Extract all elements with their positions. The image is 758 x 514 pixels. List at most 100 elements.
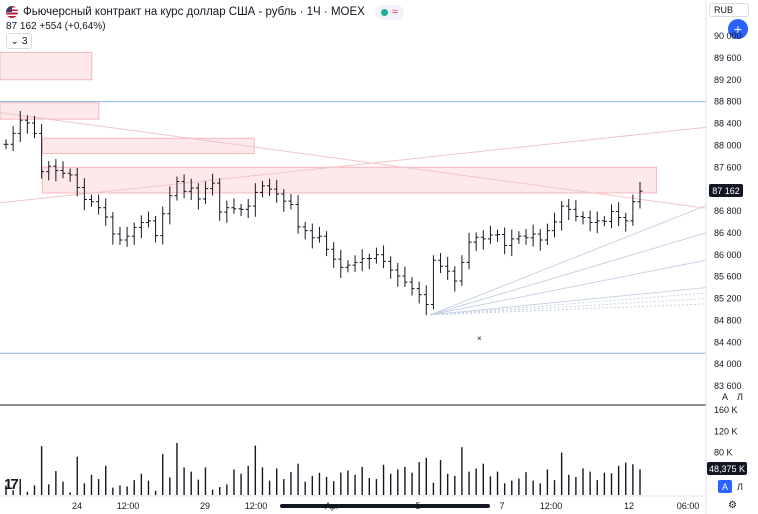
ohlc-bar: [145, 211, 151, 228]
ohlc-bar: [338, 249, 344, 278]
auto-scale-button[interactable]: A: [721, 391, 728, 402]
ohlc-bar: [39, 124, 45, 179]
price-tick-label: 86 400: [714, 228, 742, 238]
ohlc-bar: [195, 183, 201, 210]
ohlc-bar: [288, 194, 294, 210]
ohlc-bar: [252, 183, 258, 217]
ohlc-bar: [566, 198, 572, 221]
ohlc-bar: [295, 195, 301, 234]
fan-line-2: [429, 232, 707, 316]
ohlc-bar: [409, 277, 415, 296]
ohlc-bar: [623, 212, 629, 232]
ohlc-bar: [373, 247, 379, 264]
price-tick-label: 89 600: [714, 53, 742, 63]
ohlc-bar: [366, 253, 372, 270]
ohlc-bar: [302, 221, 308, 240]
tradingview-logo[interactable]: 17: [4, 476, 19, 493]
ohlc-bar: [160, 206, 166, 245]
ohlc-bar: [53, 159, 59, 182]
ohlc-bar: [466, 232, 472, 270]
price-tick-label: 86 800: [714, 206, 742, 216]
ohlc-bar: [46, 161, 52, 181]
ohlc-bar: [438, 253, 444, 274]
ohlc-bar: [573, 200, 579, 222]
ohlc-bar: [281, 189, 287, 212]
ohlc-bar: [24, 115, 30, 134]
time-tick-label: 29: [200, 501, 210, 511]
last-price-tag: 87 162: [709, 184, 743, 197]
market-status-icon: [380, 8, 388, 16]
volume-auto-scale-button[interactable]: A: [718, 480, 732, 493]
ohlc-bar: [60, 161, 66, 179]
add-plus-icon[interactable]: +: [728, 19, 748, 39]
currency-select[interactable]: RUB: [709, 3, 749, 17]
volume-log-scale-button[interactable]: Л: [737, 481, 743, 492]
ohlc-bar: [452, 266, 458, 292]
svg-text:×: ×: [477, 334, 482, 343]
fan-line-4: [429, 287, 707, 316]
ohlc-bar: [445, 256, 451, 280]
ohlc-bar: [495, 229, 501, 242]
fan-line-7: [429, 303, 707, 316]
time-tick-label: 7: [499, 501, 504, 511]
collapse-indicators-button[interactable]: ⌄ 3: [6, 33, 32, 49]
ohlc-bar: [217, 178, 223, 221]
volume-last-tag: 48,375 K: [707, 462, 747, 475]
ohlc-bar: [609, 204, 615, 229]
ohlc-bar: [559, 201, 565, 231]
ohlc-bar: [509, 229, 515, 257]
price-tick-label: 85 200: [714, 294, 742, 304]
price-tick-label: 88 400: [714, 119, 742, 129]
ohlc-bar: [324, 231, 330, 257]
ohlc-bar: [74, 167, 80, 197]
ohlc-bar: [331, 242, 337, 268]
ohlc-bar: [67, 168, 73, 182]
ohlc-bar: [110, 212, 116, 245]
ohlc-bar: [316, 226, 322, 243]
ohlc-bar: [31, 115, 37, 139]
ohlc-bar: [352, 255, 358, 272]
supply-zone-1: [0, 51, 93, 81]
ohlc-bar: [96, 194, 102, 215]
time-scrollbar[interactable]: [280, 504, 490, 508]
ohlc-bar: [459, 255, 465, 286]
time-tick-label: 12:00: [117, 501, 140, 511]
ohlc-bar: [537, 229, 543, 251]
ohlc-bar: [523, 229, 529, 245]
ohlc-bar: [124, 226, 130, 247]
ohlc-bar: [274, 179, 280, 203]
settings-gear-icon[interactable]: ⚙: [728, 500, 737, 511]
ohlc-bar: [167, 186, 173, 225]
ohlc-bar: [580, 211, 586, 225]
time-tick-label: 12: [624, 501, 634, 511]
ohlc-bar: [594, 211, 600, 234]
price-tick-label: 84 000: [714, 359, 742, 369]
symbol-title[interactable]: Фьючерсный контракт на курс доллар США -…: [23, 6, 365, 18]
status-pills[interactable]: ≈: [374, 4, 404, 20]
time-tick-label: 12:00: [245, 501, 268, 511]
log-scale-button[interactable]: Л: [737, 391, 743, 402]
ohlc-bar: [81, 178, 87, 211]
ohlc-bar: [88, 194, 94, 207]
ohlc-bar: [516, 231, 522, 244]
ohlc-bar: [637, 181, 643, 209]
ohlc-bar: [601, 215, 607, 227]
ohlc-bar: [153, 215, 159, 243]
volume-tick-label: 80 K: [714, 448, 733, 458]
ohlc-bar: [388, 256, 394, 279]
ohlc-bar: [181, 174, 187, 199]
volume-tick-label: 160 K: [714, 405, 738, 415]
ohlc-bar: [224, 200, 230, 223]
time-tick-label: 12:00: [540, 501, 563, 511]
ohlc-bar: [202, 181, 208, 204]
volume-tick-label: 120 K: [714, 426, 738, 436]
trend-line-1: [0, 126, 707, 204]
ohlc-bar: [381, 245, 387, 269]
price-tick-label: 87 600: [714, 162, 742, 172]
supply-zone-4: [41, 166, 658, 194]
ohlc-bar: [416, 281, 422, 304]
supply-zone-3: [41, 137, 255, 155]
time-tick-label: 24: [72, 501, 82, 511]
fan-line-3: [429, 259, 707, 316]
